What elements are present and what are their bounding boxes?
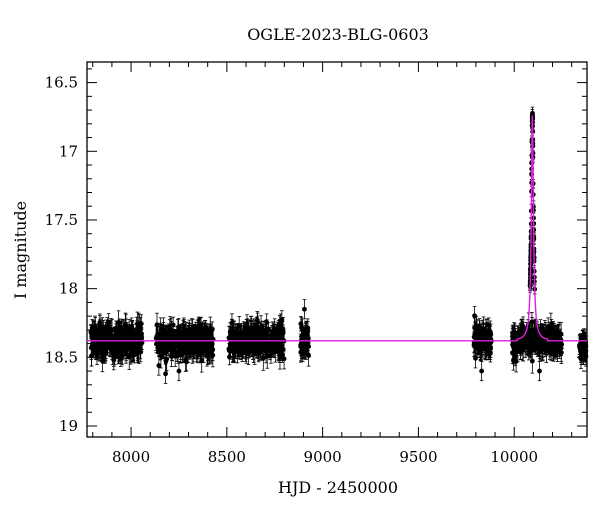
y-tick-label: 18 — [59, 280, 78, 298]
data-point — [107, 345, 112, 351]
data-point — [182, 348, 188, 353]
data-point — [257, 332, 263, 338]
data-point — [131, 343, 137, 349]
data-point — [129, 330, 135, 336]
data-point — [104, 334, 110, 340]
data-point — [195, 344, 200, 350]
data-point — [473, 328, 479, 334]
data-point — [208, 328, 214, 334]
data-point — [226, 346, 232, 352]
data-point — [264, 326, 270, 332]
data-point — [158, 344, 164, 350]
data-point — [473, 355, 478, 361]
y-tick-label: 18.5 — [45, 348, 78, 366]
data-point — [111, 345, 117, 351]
data-point — [174, 332, 180, 338]
data-point — [206, 345, 212, 351]
data-point — [267, 342, 273, 348]
x-tick-label: 9000 — [304, 448, 342, 466]
data-point — [243, 336, 249, 342]
data-point — [169, 354, 174, 359]
data-point — [486, 349, 492, 355]
data-point — [281, 356, 287, 362]
data-point — [185, 343, 191, 349]
data-point — [479, 345, 485, 350]
data-point — [202, 325, 208, 331]
data-point — [97, 328, 103, 334]
y-tick-label: 17.5 — [45, 211, 78, 229]
data-point — [472, 313, 477, 319]
data-point — [305, 340, 311, 346]
data-point — [113, 325, 119, 331]
data-points — [88, 106, 589, 384]
plot-frame — [86, 61, 588, 438]
data-point — [123, 322, 128, 328]
y-axis-title: I magnitude — [11, 201, 30, 299]
data-point — [260, 326, 266, 332]
data-point — [130, 349, 136, 354]
data-point — [88, 345, 94, 351]
data-point — [161, 328, 167, 333]
data-point — [529, 358, 535, 364]
data-point — [186, 330, 191, 336]
data-point — [138, 349, 144, 355]
data-point — [181, 329, 187, 334]
data-point — [264, 346, 270, 352]
data-point — [277, 343, 283, 349]
chart-title: OGLE-2023-BLG-0603 — [247, 25, 429, 44]
data-point — [170, 322, 176, 328]
data-point — [199, 358, 205, 364]
y-tick-label: 17 — [59, 142, 78, 160]
data-point — [159, 332, 165, 338]
data-point — [92, 324, 98, 330]
data-point — [300, 348, 306, 354]
data-point — [136, 322, 142, 328]
data-point — [168, 342, 174, 348]
data-point — [484, 334, 490, 340]
data-point — [271, 344, 276, 350]
x-tick-label: 8000 — [112, 448, 150, 466]
x-axis-title: HJD - 2450000 — [278, 478, 398, 497]
data-point — [209, 342, 215, 347]
data-point — [280, 326, 286, 332]
data-point — [115, 347, 120, 353]
data-point — [231, 350, 237, 356]
x-tick-label: 8500 — [208, 448, 246, 466]
data-point — [175, 353, 181, 359]
data-point — [277, 329, 282, 335]
data-point — [125, 341, 131, 347]
y-tick-label: 19 — [59, 417, 78, 435]
data-point — [475, 342, 481, 348]
data-point — [101, 347, 106, 353]
data-point — [167, 329, 173, 335]
data-point — [230, 335, 236, 341]
plot-area: 8000 8500 9000 9500 10000 16.5 17 17.5 18 18.5 19 — [45, 61, 589, 466]
data-point — [251, 346, 257, 352]
data-point — [233, 335, 239, 340]
data-point — [101, 340, 107, 346]
data-point — [205, 350, 211, 356]
data-point — [306, 353, 312, 359]
data-point — [268, 351, 274, 357]
y-tick-label: 16.5 — [45, 74, 78, 92]
x-tick-label: 10000 — [490, 448, 538, 466]
data-point — [237, 333, 243, 339]
data-point — [254, 322, 259, 328]
data-point — [189, 335, 195, 341]
data-point — [271, 331, 277, 337]
data-point — [278, 319, 283, 325]
data-point — [171, 346, 176, 352]
data-point — [107, 326, 113, 332]
data-point — [95, 345, 100, 350]
data-point — [119, 354, 125, 359]
data-point — [260, 355, 266, 361]
data-point — [254, 336, 259, 341]
x-tick-label: 9500 — [399, 448, 437, 466]
